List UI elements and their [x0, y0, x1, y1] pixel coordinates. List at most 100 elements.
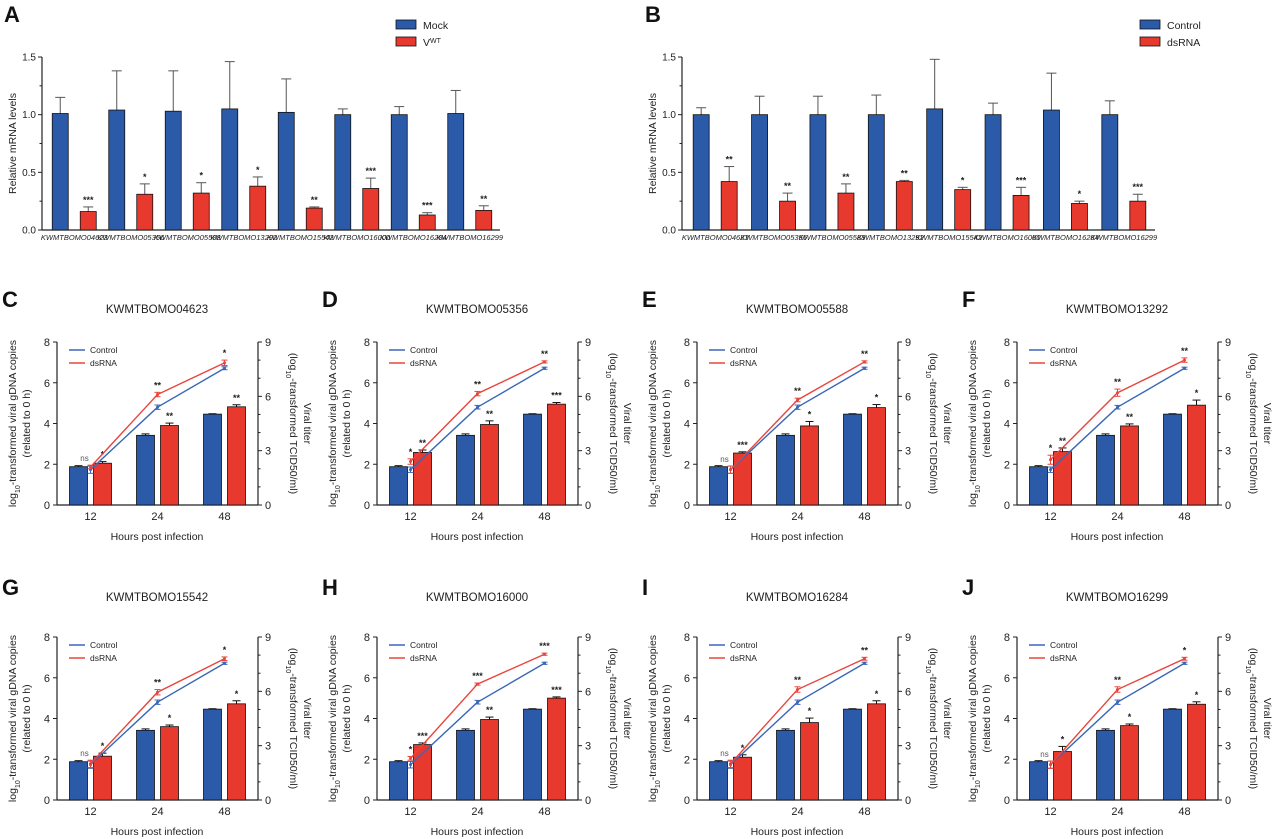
line-significance-label: ns: [80, 749, 88, 758]
legend-swatch-control: [1139, 19, 1161, 30]
y-tick-label: 1.0: [22, 110, 36, 121]
x-axis-title: Hours post infection: [751, 531, 844, 543]
axis-title-part: -transformed viral gDNA copies: [7, 340, 19, 485]
left-y-axis-title-line2: (related to 0 h): [341, 389, 353, 457]
left-y-tick-label: 8: [1004, 337, 1010, 349]
axis-title-part: -transformed TCID50/ml): [927, 673, 939, 789]
bar-significance-label: *: [1061, 734, 1065, 744]
x-tick-label: 12: [84, 511, 96, 523]
left-y-tick-label: 0: [44, 795, 50, 807]
line-legend: Control dsRNA: [389, 345, 438, 368]
x-tick-label: 12: [84, 806, 96, 818]
significance-label: **: [842, 172, 850, 182]
line-point-control: [1116, 700, 1119, 704]
legend-label: Control: [1050, 345, 1078, 355]
right-y-tick-label: 0: [1225, 500, 1231, 512]
line-significance-label: ns: [720, 749, 728, 758]
line-point-dsrna: [1116, 391, 1119, 395]
x-tick-label: 48: [538, 511, 550, 523]
bar-mock: [221, 108, 239, 231]
axis-title-part: -transformed TCID50/ml): [927, 378, 939, 494]
right-y-tick-label: 0: [265, 500, 271, 512]
bar-significance-label: *: [1128, 712, 1132, 722]
line-point-control: [156, 700, 159, 704]
right-y-axis-title: Viral titer: [941, 698, 953, 740]
x-tick-label: 24: [1111, 806, 1123, 818]
time-group: * 48: [1163, 690, 1206, 818]
line-point-control: [1049, 468, 1052, 472]
time-group: * 12: [709, 743, 752, 818]
significance-label: ***: [422, 201, 433, 211]
panel-label: E: [642, 287, 657, 312]
bar-control: [69, 761, 88, 801]
panel-label: I: [642, 575, 648, 600]
bar-v: [475, 209, 493, 231]
y-tick-label: 0.0: [22, 226, 36, 237]
line-point-dsrna: [156, 393, 159, 397]
left-y-tick-label: 2: [364, 459, 370, 471]
bar-dsrna: [1120, 425, 1139, 506]
right-y-tick-label: 6: [1225, 686, 1231, 698]
left-y-tick-label: 2: [1004, 754, 1010, 766]
line-significance-label: ns: [720, 455, 728, 464]
axis-title-subscript: 10: [655, 780, 662, 788]
left-y-tick-label: 4: [44, 714, 50, 726]
legend-label: dsRNA: [1167, 37, 1200, 49]
right-y-axis-title-line2: (log10-transformed TCID50/ml): [1245, 648, 1260, 789]
time-group: * 24: [1096, 712, 1139, 818]
bar-dsrna: [160, 726, 179, 801]
line-significance-label: **: [541, 349, 549, 359]
bar-v: [362, 188, 380, 231]
legend: Mock VWT: [395, 19, 449, 49]
axis-title-subscript: 10: [335, 780, 342, 788]
axis-title-part: log: [327, 493, 339, 507]
significance-label: **: [311, 195, 319, 205]
x-tick-label: 24: [471, 806, 483, 818]
line-point-control: [476, 405, 479, 409]
axis-title-part: (log: [1247, 648, 1259, 666]
x-tick-label: KWMTBOMO05356: [740, 233, 808, 242]
right-y-tick-label: 0: [905, 795, 911, 807]
right-y-axis-title: Viral titer: [621, 403, 633, 445]
panel-label: A: [4, 2, 20, 27]
bar-significance-label: ***: [737, 440, 748, 450]
right-y-axis-title: Viral titer: [1261, 403, 1273, 445]
bar-dsrna: [547, 403, 566, 506]
right-y-axis-title: Viral titer: [621, 698, 633, 740]
left-y-tick-label: 2: [684, 754, 690, 766]
category-group: ** KWMTBOMO13292: [857, 94, 924, 242]
line-significance-label: ns: [80, 454, 88, 463]
y-tick-label: 0.0: [662, 226, 676, 237]
left-y-tick-label: 4: [364, 714, 370, 726]
legend-label: Control: [90, 345, 118, 355]
significance-label: **: [784, 181, 792, 191]
panel-title: KWMTBOMO13292: [1066, 304, 1168, 316]
axis-title-part: (log: [927, 353, 939, 371]
bar-control: [843, 708, 862, 801]
x-tick-label: KWMTBOMO05588: [799, 233, 867, 242]
right-y-tick-label: 6: [265, 391, 271, 403]
bar-significance-label: *: [808, 706, 812, 716]
axis-title-subscript: 10: [1245, 370, 1252, 378]
right-y-axis-title-line2: (log10-transformed TCID50/ml): [925, 648, 940, 789]
x-tick-label: KWMTBOMO04623: [41, 233, 109, 242]
bar-significance-label: *: [1195, 690, 1199, 700]
bar-mock: [334, 114, 352, 231]
time-group: ** 24: [456, 409, 499, 523]
bar-dsrna: [779, 200, 796, 231]
bar-significance-label: ***: [417, 731, 428, 741]
line-point-control: [223, 661, 226, 665]
x-tick-label: 24: [791, 806, 803, 818]
axis-title-part: (log: [607, 353, 619, 371]
right-y-tick-label: 6: [585, 686, 591, 698]
line-legend: Control dsRNA: [1029, 345, 1078, 368]
right-y-axis-title-line2: (log10-transformed TCID50/ml): [925, 353, 940, 494]
line-point-control: [1183, 366, 1186, 370]
bar-dsrna: [413, 452, 432, 506]
legend-label: Control: [730, 640, 758, 650]
line-significance-label: *: [223, 645, 227, 655]
bar-control: [809, 114, 827, 231]
left-y-axis-title: log10-transformed viral gDNA copies: [7, 635, 22, 802]
bar-dsrna: [93, 755, 112, 801]
left-y-tick-label: 0: [364, 500, 370, 512]
